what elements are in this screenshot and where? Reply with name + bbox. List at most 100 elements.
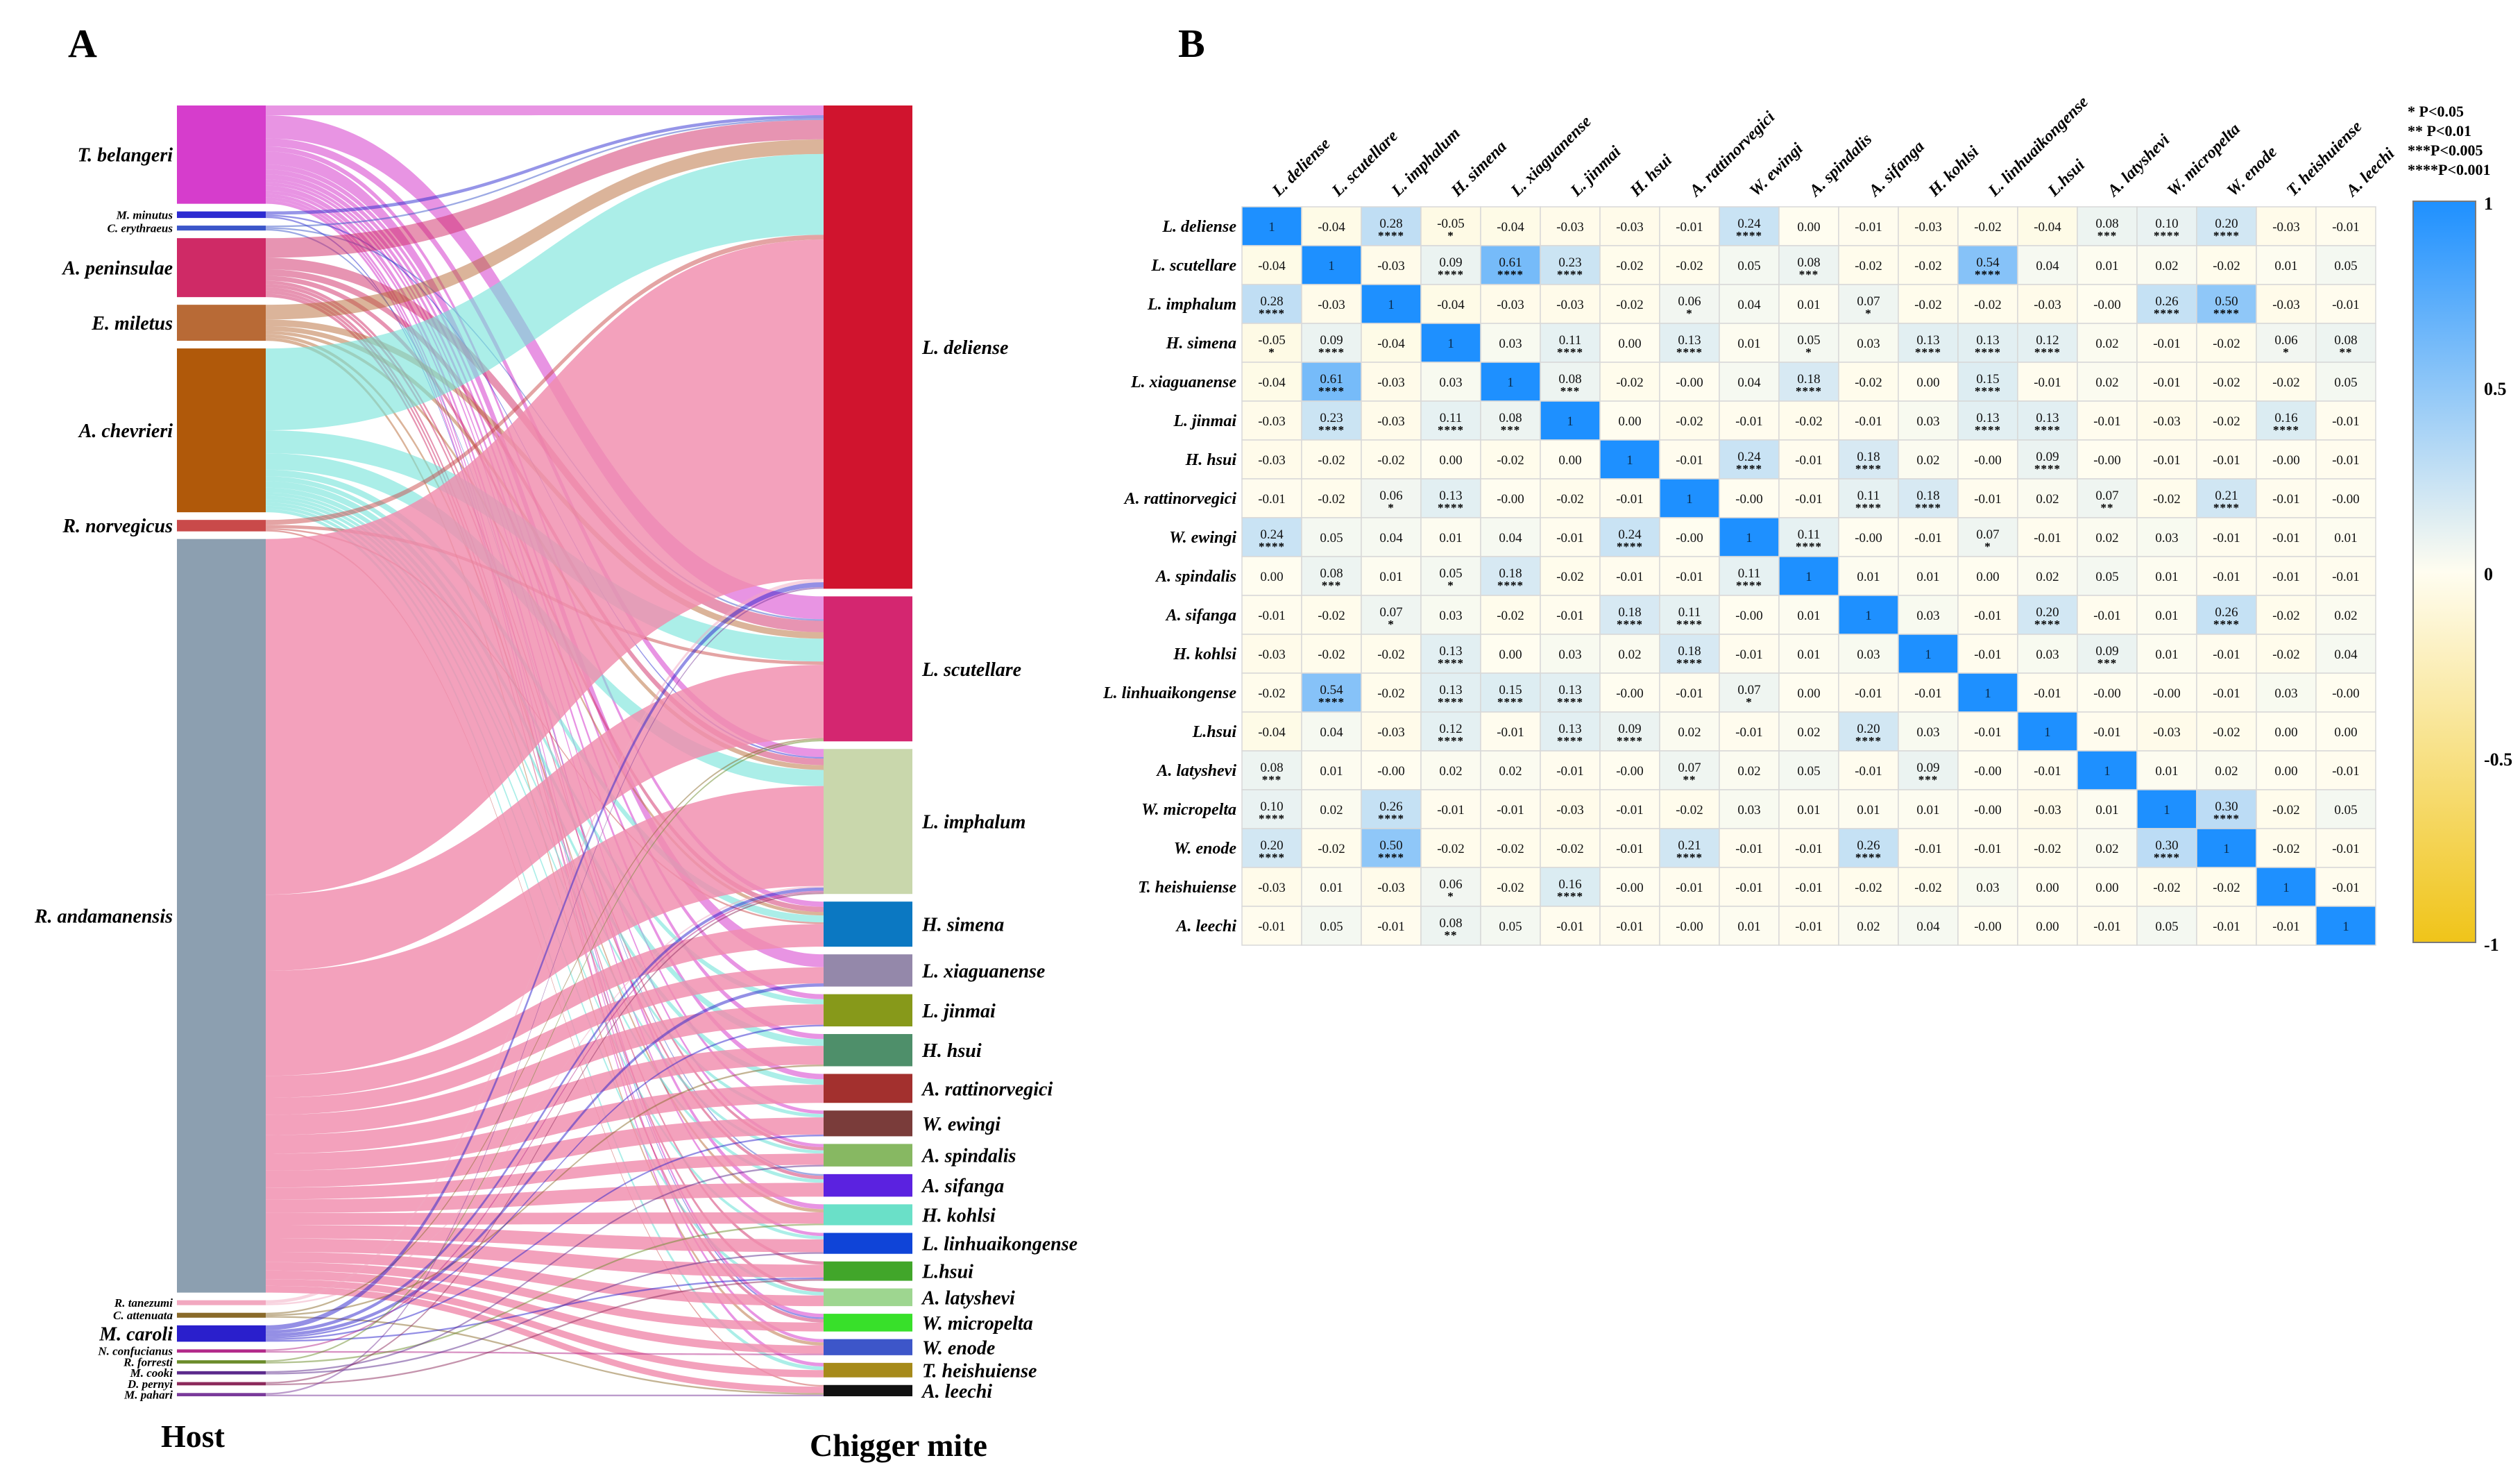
heatmap-stars-5-3: **** (1438, 423, 1464, 437)
heatmap-stars-0-16: **** (2213, 229, 2240, 242)
heatmap-row-label-h-simena: H. simena (1166, 334, 1236, 353)
heatmap-value-9-11: 0.01 (1916, 570, 1939, 584)
heatmap-stars-7-3: **** (1438, 501, 1464, 514)
panel-b-heatmap: B L. deliense L. scutellare L. imphalum H. … (1102, 21, 2512, 955)
heatmap-value-15-7: -0.02 (1676, 803, 1703, 818)
heatmap-cell-4-9 (1778, 362, 1839, 402)
heatmap-value-12-9: 0.00 (1797, 686, 1820, 701)
heatmap-cell-17-4 (1480, 867, 1541, 907)
heatmap-value-17-17: 1 (2283, 881, 2290, 895)
heatmap-stars-1-12: **** (1975, 268, 2001, 281)
heatmap-value-14-12: -0.00 (1974, 764, 2002, 779)
heatmap-value-8-6: 0.24 (1618, 527, 1642, 542)
heatmap-cell-4-12 (1957, 362, 2018, 402)
heatmap-value-15-16: 0.30 (2215, 799, 2238, 814)
heatmap-value-0-9: 0.00 (1797, 220, 1820, 235)
heatmap-value-18-14: -0.01 (2093, 920, 2121, 934)
heatmap-cell-16-16 (2196, 828, 2257, 868)
sankey-link-t-belangeri-l-scutellare (266, 115, 824, 620)
heatmap-value-3-2: -0.04 (1377, 337, 1405, 351)
heatmap-value-15-5: -0.03 (1556, 803, 1584, 818)
heatmap-value-10-8: -0.00 (1735, 609, 1763, 623)
heatmap-value-2-15: 0.26 (2155, 294, 2178, 309)
heatmap-value-17-9: -0.01 (1795, 881, 1823, 895)
heatmap-value-2-11: -0.02 (1914, 298, 1942, 312)
heatmap-stars-1-9: *** (1799, 268, 1819, 281)
heatmap-value-3-1: 0.09 (1320, 333, 1343, 348)
host-label-m-cooki: M. cooki (130, 1366, 173, 1380)
heatmap-value-11-13: 0.03 (2036, 647, 2059, 662)
heatmap-stars-12-8: * (1746, 695, 1753, 709)
heatmap-value-17-1: 0.01 (1320, 881, 1343, 895)
heatmap-cell-5-7 (1659, 400, 1720, 441)
heatmap-value-12-12: 1 (1984, 686, 1991, 701)
heatmap-value-18-10: 0.02 (1857, 920, 1880, 934)
heatmap-cell-5-0 (1241, 400, 1302, 441)
heatmap-value-0-16: 0.20 (2215, 217, 2238, 231)
heatmap-value-11-7: 0.18 (1678, 644, 1701, 659)
heatmap-row-label-a-rattinorvegici: A. rattinorvegici (1123, 490, 1237, 508)
sankey-link-r-andamanensis-l-deliense (266, 239, 824, 895)
heatmap-value-9-0: 0.00 (1260, 570, 1283, 584)
heatmap-cell-5-1 (1301, 400, 1362, 441)
heatmap-value-9-15: 0.01 (2155, 570, 2178, 584)
heatmap-cell-13-15 (2136, 711, 2197, 752)
heatmap-row-label-h-hsui: H. hsui (1185, 451, 1237, 469)
sankey-link-c-erythraeus-l-deliense (266, 118, 824, 228)
heatmap-value-16-16: 1 (2223, 842, 2230, 856)
heatmap-value-10-0: -0.01 (1258, 609, 1286, 623)
heatmap-value-13-2: -0.03 (1377, 725, 1405, 740)
heatmap-row-label-l-imphalum: L. imphalum (1147, 296, 1236, 314)
heatmap-value-18-8: 0.01 (1737, 920, 1760, 934)
heatmap-value-11-12: -0.01 (1974, 647, 2002, 662)
heatmap-cell-7-8 (1719, 478, 1780, 518)
heatmap-cell-9-2 (1361, 556, 1422, 596)
heatmap-value-16-3: -0.02 (1437, 842, 1465, 856)
heatmap-value-4-6: -0.02 (1616, 375, 1644, 390)
heatmap-cell-5-6 (1599, 400, 1660, 441)
heatmap-value-10-3: 0.03 (1439, 609, 1462, 623)
heatmap-value-11-14: 0.09 (2095, 644, 2118, 659)
heatmap-stars-3-17: * (2283, 346, 2290, 359)
heatmap-row-label-l-scutellare: L. scutellare (1150, 257, 1236, 275)
heatmap-cell-6-6 (1599, 439, 1660, 480)
heatmap-value-6-7: -0.01 (1676, 453, 1703, 468)
host-node-a-chevrieri (177, 348, 266, 513)
heatmap-value-15-12: -0.00 (1974, 803, 2002, 818)
mite-label-l-deliense: L. deliense (921, 337, 1008, 359)
heatmap-cell-6-13 (2017, 439, 2078, 480)
heatmap-value-10-16: 0.26 (2215, 605, 2238, 620)
heatmap-stars-12-5: **** (1557, 695, 1583, 709)
heatmap-value-2-18: -0.01 (2332, 298, 2360, 312)
heatmap-value-10-2: 0.07 (1379, 605, 1402, 620)
heatmap-value-8-18: 0.01 (2334, 531, 2357, 545)
sankey-link-r-andamanensis-w-ewingi (266, 1117, 824, 1188)
heatmap-value-7-14: 0.07 (2095, 489, 2118, 503)
heatmap-stars-0-8: **** (1736, 229, 1762, 242)
heatmap-stars-6-13: **** (2034, 462, 2061, 475)
heatmap-value-9-16: -0.01 (2213, 570, 2240, 584)
heatmap-value-3-6: 0.00 (1618, 337, 1641, 351)
heatmap-value-12-1: 0.54 (1320, 683, 1343, 697)
heatmap-value-4-14: 0.02 (2095, 375, 2118, 390)
heatmap-stars-13-6: **** (1617, 734, 1643, 747)
heatmap-stars-9-8: **** (1736, 579, 1762, 592)
heatmap-cell-5-3 (1420, 400, 1481, 441)
heatmap-cell-11-14 (2077, 634, 2138, 674)
heatmap-value-7-9: -0.01 (1795, 492, 1823, 507)
heatmap-cell-17-10 (1838, 867, 1899, 907)
heatmap-cell-16-18 (2315, 828, 2376, 868)
heatmap-value-16-9: -0.01 (1795, 842, 1823, 856)
heatmap-value-4-11: 0.00 (1916, 375, 1939, 390)
heatmap-value-10-1: -0.02 (1318, 609, 1345, 623)
heatmap-value-18-7: -0.00 (1676, 920, 1703, 934)
heatmap-value-0-14: 0.08 (2095, 217, 2118, 231)
heatmap-cell-2-8 (1719, 284, 1780, 324)
heatmap-stars-5-1: **** (1318, 423, 1345, 437)
sankey-link-m-caroli-l-imphalum (266, 887, 824, 1334)
heatmap-cell-7-6 (1599, 478, 1660, 518)
heatmap-stars-2-0: **** (1259, 307, 1285, 320)
heatmap-stars-3-12: **** (1975, 346, 2001, 359)
heatmap-cell-1-2 (1361, 245, 1422, 285)
